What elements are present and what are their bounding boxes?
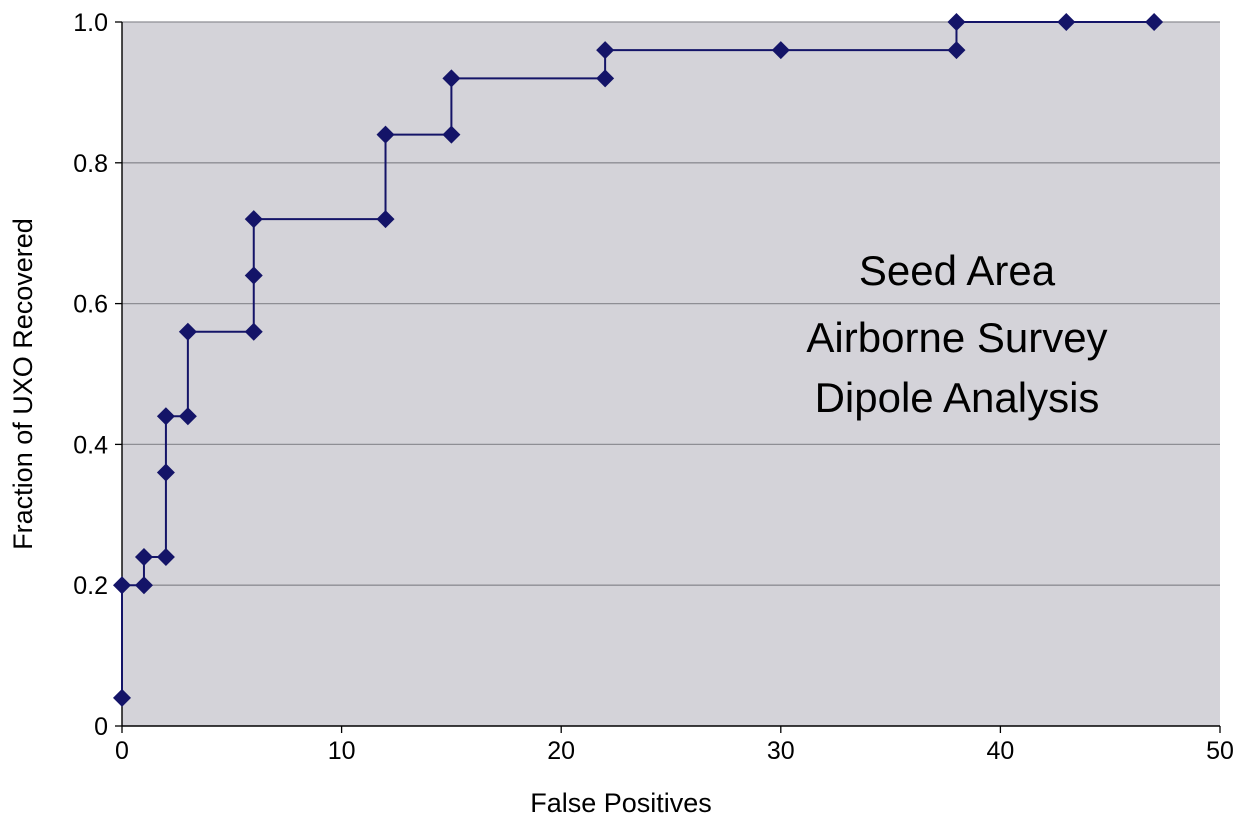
x-axis-title: False Positives	[530, 788, 712, 817]
data-markers	[113, 13, 1164, 707]
y-tick-label: 0	[94, 713, 108, 741]
data-point	[113, 688, 131, 707]
annotation-line-2: Airborne Survey	[806, 314, 1107, 361]
data-point	[771, 41, 790, 60]
data-point	[947, 41, 966, 60]
y-tick-label: 0.2	[73, 572, 108, 600]
y-tick-label: 0.6	[73, 291, 108, 319]
data-point	[442, 69, 461, 88]
data-point	[376, 125, 395, 144]
x-tick-label: 40	[986, 737, 1014, 765]
data-point	[156, 407, 175, 426]
data-point	[596, 41, 615, 60]
data-point	[134, 548, 153, 567]
data-point	[113, 576, 131, 595]
annotation-line-3: Dipole Analysis	[815, 374, 1100, 421]
data-point	[178, 322, 197, 341]
data-point	[134, 576, 153, 595]
data-point	[1145, 13, 1164, 31]
grid-lines	[122, 21, 1220, 586]
data-point	[244, 210, 263, 229]
data-point	[244, 322, 263, 341]
data-point	[442, 125, 461, 144]
data-point	[178, 407, 197, 426]
data-point	[376, 210, 395, 229]
x-tick-label: 30	[767, 737, 795, 765]
x-tick-label: 50	[1206, 737, 1234, 765]
data-point	[596, 69, 615, 88]
data-point	[156, 548, 175, 567]
y-tick-label: 1.0	[73, 9, 108, 37]
x-tick-label: 10	[328, 737, 356, 765]
annotation-line-1: Seed Area	[859, 247, 1056, 294]
plot-area	[122, 22, 1220, 726]
tick-labels: 0 0.2 0.4 0.6 0.8 1.0 0 10 20 30 40 50	[73, 9, 1234, 765]
data-point	[244, 266, 263, 285]
y-axis-title: Fraction of UXO Recovered	[8, 218, 38, 550]
data-point	[947, 13, 966, 31]
x-tick-label: 20	[547, 737, 575, 765]
data-point	[1057, 13, 1076, 31]
x-tick-label: 0	[115, 737, 129, 765]
data-point	[156, 463, 175, 482]
y-tick-label: 0.4	[73, 431, 108, 459]
y-tick-label: 0.8	[73, 150, 108, 178]
